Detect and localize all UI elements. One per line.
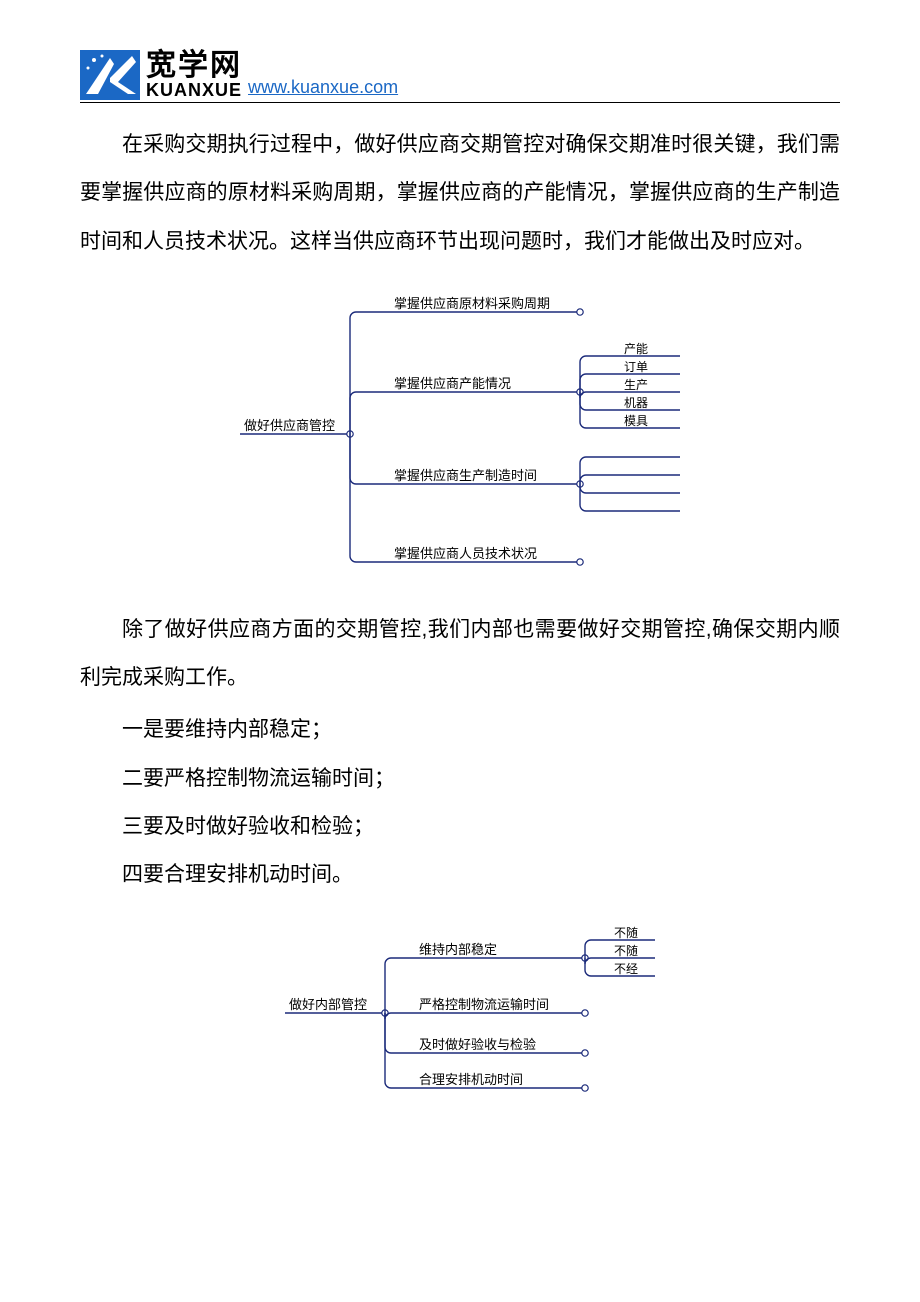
bullet-4: 四要合理安排机动时间。 xyxy=(80,851,840,899)
svg-text:机器: 机器 xyxy=(624,396,648,410)
svg-text:不随: 不随 xyxy=(614,925,638,940)
logo-title-cn: 宽学网 xyxy=(146,51,242,81)
bullet-3: 三要及时做好验收和检验； xyxy=(80,803,840,851)
body-paragraph-2: 除了做好供应商方面的交期管控,我们内部也需要做好交期管控,确保交期内顺利完成采购… xyxy=(80,606,840,703)
svg-text:掌握供应商人员技术状况: 掌握供应商人员技术状况 xyxy=(394,546,537,561)
svg-text:掌握供应商生产制造时间: 掌握供应商生产制造时间 xyxy=(394,468,537,483)
supplier-control-diagram: 做好供应商管控 掌握供应商原材料采购周期掌握供应商产能情况 产能订单生产机器模具掌握… xyxy=(80,284,840,584)
svg-text:掌握供应商原材料采购周期: 掌握供应商原材料采购周期 xyxy=(394,296,550,311)
svg-text:做好内部管控: 做好内部管控 xyxy=(289,997,367,1012)
svg-text:产能: 产能 xyxy=(624,342,648,356)
svg-text:掌握供应商产能情况: 掌握供应商产能情况 xyxy=(394,376,511,391)
svg-text:订单: 订单 xyxy=(624,360,648,374)
svg-text:做好供应商管控: 做好供应商管控 xyxy=(244,418,335,433)
internal-control-diagram: 做好内部管控维持内部稳定不随不随不经严格控制物流运输时间及时做好验收与检验合理安… xyxy=(80,918,840,1108)
svg-text:维持内部稳定: 维持内部稳定 xyxy=(419,942,497,957)
svg-text:及时做好验收与检验: 及时做好验收与检验 xyxy=(419,1037,536,1052)
page-header: 宽学网 KUANXUE www.kuanxue.com xyxy=(80,50,840,103)
svg-text:不随: 不随 xyxy=(614,943,638,958)
svg-text:生产: 生产 xyxy=(624,378,648,392)
svg-text:严格控制物流运输时间: 严格控制物流运输时间 xyxy=(419,997,549,1012)
svg-text:不经: 不经 xyxy=(614,962,638,976)
logo-title-en: KUANXUE xyxy=(146,81,242,99)
svg-text:模具: 模具 xyxy=(624,414,648,428)
body-paragraph-1: 在采购交期执行过程中，做好供应商交期管控对确保交期准时很关键，我们需要掌握供应商… xyxy=(80,121,840,266)
site-url-link[interactable]: www.kuanxue.com xyxy=(248,77,398,98)
svg-text:合理安排机动时间: 合理安排机动时间 xyxy=(419,1072,523,1087)
bullet-1: 一是要维持内部稳定； xyxy=(80,706,840,754)
site-logo: 宽学网 KUANXUE xyxy=(80,50,242,100)
logo-icon xyxy=(80,50,140,100)
bullet-2: 二要严格控制物流运输时间； xyxy=(80,755,840,803)
